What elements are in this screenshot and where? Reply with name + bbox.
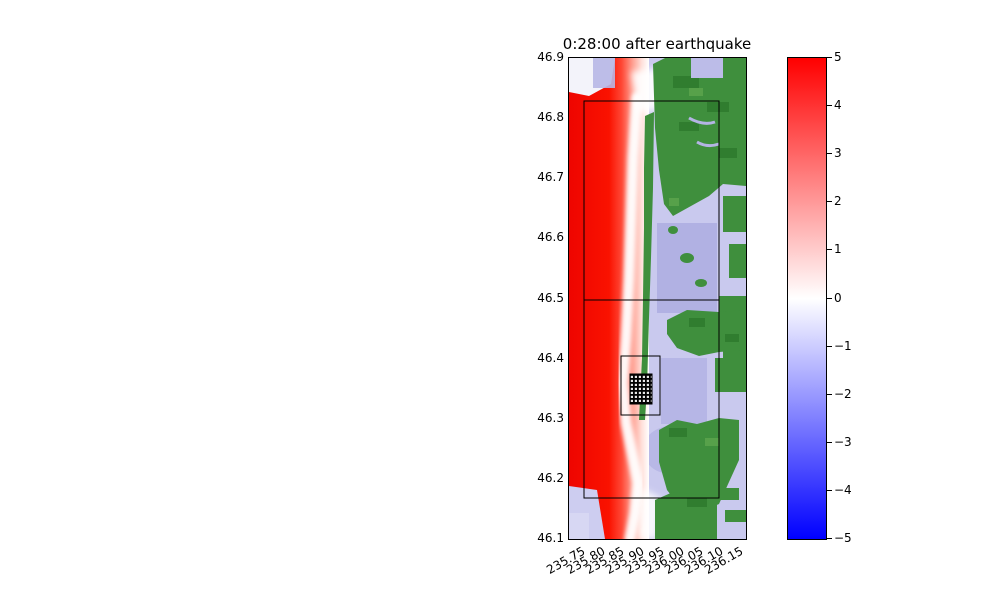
colorbar-gradient xyxy=(788,58,826,539)
fine-grid-hatch xyxy=(629,373,653,405)
y-tick-label: 46.8 xyxy=(537,110,564,124)
colorbar-tick-label: 3 xyxy=(834,146,842,160)
topright-water-notch xyxy=(688,58,723,148)
corner-light-patches xyxy=(569,58,615,539)
colorbar-tick xyxy=(827,346,832,347)
refinement-grids xyxy=(583,100,720,499)
colorbar-tick xyxy=(827,105,832,106)
colorbar-tick-label: −1 xyxy=(834,339,852,353)
colorbar-tick xyxy=(827,394,832,395)
y-tick-label: 46.4 xyxy=(537,351,564,365)
colorbar-tick-label: −4 xyxy=(834,483,852,497)
colorbar-tick xyxy=(827,249,832,250)
colorbar-tick-label: 1 xyxy=(834,242,842,256)
refinement-grid-inner xyxy=(620,355,661,416)
colorbar-tick-label: 4 xyxy=(834,98,842,112)
map-svg xyxy=(569,58,746,539)
y-tick-label: 46.7 xyxy=(537,170,564,184)
colorbar-tick xyxy=(827,490,832,491)
terrain-texture-light xyxy=(669,88,719,446)
colorbar-tick-label: 0 xyxy=(834,291,842,305)
colorbar-tick-label: −2 xyxy=(834,387,852,401)
terrain-texture-dark xyxy=(669,76,739,507)
colorbar-tick xyxy=(827,538,832,539)
y-tick-label: 46.5 xyxy=(537,291,564,305)
plot-title: 0:28:00 after earthquake xyxy=(562,35,752,53)
map-plot xyxy=(568,57,747,540)
y-tick-label: 46.3 xyxy=(537,411,564,425)
colorbar-tick xyxy=(827,201,832,202)
y-tick-label: 46.2 xyxy=(537,471,564,485)
colorbar-tick-label: 5 xyxy=(834,50,842,64)
colorbar-tick xyxy=(827,57,832,58)
y-tick-label: 46.6 xyxy=(537,230,564,244)
colorbar-tick xyxy=(827,298,832,299)
colorbar-tick xyxy=(827,442,832,443)
colorbar-tick xyxy=(827,153,832,154)
y-tick-label: 46.1 xyxy=(537,531,564,545)
colorbar xyxy=(787,57,827,540)
colorbar-tick-label: −5 xyxy=(834,531,852,545)
y-tick-label: 46.9 xyxy=(537,50,564,64)
bay-drawdown-patches xyxy=(643,223,717,474)
colorbar-tick-label: −3 xyxy=(834,435,852,449)
colorbar-tick-label: 2 xyxy=(834,194,842,208)
